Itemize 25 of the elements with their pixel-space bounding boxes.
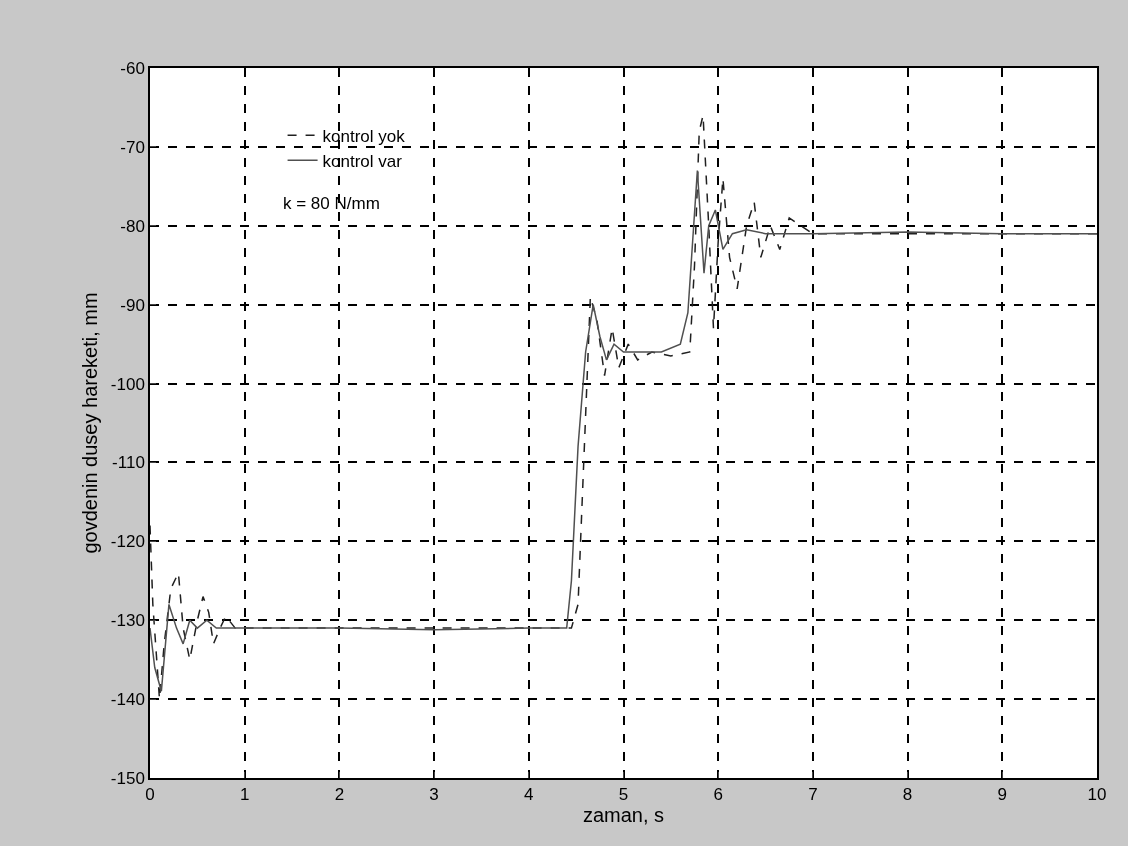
y-tick-label: -130 bbox=[110, 611, 145, 631]
x-tick-label: 5 bbox=[618, 785, 629, 805]
y-tick-label: -110 bbox=[112, 453, 145, 473]
x-axis-title: zaman, s bbox=[582, 804, 665, 827]
y-tick-label: -90 bbox=[120, 295, 145, 315]
y-tick-label: -100 bbox=[110, 374, 145, 394]
x-tick-label: 6 bbox=[713, 785, 723, 805]
x-tick-label: 4 bbox=[524, 785, 534, 805]
y-tick-label: -140 bbox=[110, 690, 145, 710]
x-tick-label: 10 bbox=[1087, 785, 1107, 805]
legend-label: kontrol yok bbox=[322, 126, 406, 146]
y-tick-label: -120 bbox=[110, 532, 145, 552]
x-tick-label: 1 bbox=[239, 785, 250, 805]
x-tick-label: 2 bbox=[334, 785, 345, 805]
x-tick-label: 9 bbox=[997, 785, 1008, 805]
y-tick-label: -60 bbox=[120, 58, 145, 78]
x-tick-label: 0 bbox=[145, 785, 155, 805]
y-tick-label: -80 bbox=[120, 216, 145, 236]
x-tick-label: 7 bbox=[808, 785, 818, 805]
x-tick-label: 8 bbox=[902, 785, 913, 805]
y-axis-title: govdenin dusey hareketi, mm bbox=[78, 292, 101, 554]
y-tick-label: -150 bbox=[110, 768, 145, 788]
x-tick-label: 3 bbox=[429, 785, 439, 805]
y-tick-label: -70 bbox=[120, 137, 145, 157]
annotation: k = 80 N/mm bbox=[283, 194, 380, 213]
